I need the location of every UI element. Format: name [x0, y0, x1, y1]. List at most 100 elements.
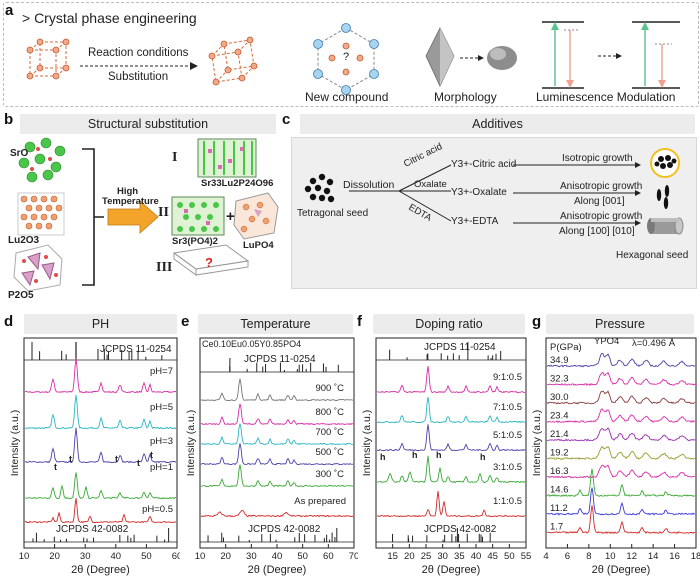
- high-temperature-arrow-icon: [107, 200, 159, 234]
- series-line: [24, 394, 177, 430]
- series-label: 500 ˚C: [315, 447, 344, 458]
- panel-letter-b: b: [4, 111, 14, 128]
- plot-frame: [545, 337, 697, 549]
- series-line: [24, 498, 177, 524]
- tetragonal-seed-label: Tetragonal seed: [297, 208, 369, 219]
- x-tick-label: 30: [437, 551, 448, 562]
- series-label: 7:1:0.5: [493, 402, 522, 413]
- x-tick-label: 50: [297, 551, 308, 562]
- marker-t: t: [54, 462, 57, 472]
- roman-ii: II: [158, 205, 169, 220]
- caption-morphology: Morphology: [434, 90, 497, 104]
- series-label: 800 ˚C: [315, 407, 344, 418]
- product-i-formula: Sr33Lu2P24O96: [201, 178, 274, 189]
- marker-h: h: [380, 452, 386, 462]
- x-axis-label: 2θ (Degree): [422, 564, 481, 576]
- x-tick-label: 18: [691, 551, 700, 562]
- growth-isotropic: Isotropic growth: [562, 153, 633, 164]
- lu2o3-crystal-icon: [17, 192, 65, 236]
- x-tick-label: 55: [521, 551, 532, 562]
- chart-d-svg: 10 20 30 40 50 60 2θ (Degree) Intensity (a.u.) J…: [9, 337, 180, 576]
- product-ii-formula-b: LuPO4: [243, 240, 274, 251]
- p2o5-crystal-icon: [13, 244, 63, 292]
- pressure-label: 23.4: [550, 411, 569, 422]
- y-axis-label: Intensity (a.u.): [9, 410, 21, 477]
- series-line: [200, 423, 354, 446]
- additive-oxalate: Oxalate: [414, 179, 447, 190]
- panel-a-frame: [3, 2, 699, 107]
- plus-sign: +: [226, 208, 235, 225]
- product-ii-crystal-icon: [171, 192, 279, 240]
- series-label: pH=1: [150, 462, 173, 473]
- panel-b-title: Structural substitution: [20, 114, 276, 134]
- pressure-label: 1.7: [550, 522, 563, 533]
- chart-f-svg: 15 20 25 30 35 40 45 50 55 2θ (Degree) Intensity (…: [361, 337, 532, 576]
- temperature-text: Temperature: [102, 196, 159, 207]
- series-label: 1:1:0.5: [493, 496, 522, 507]
- x-tick-label: 10: [19, 551, 30, 562]
- x-tick-label: 35: [454, 551, 465, 562]
- chart-e-title: Temperature: [198, 314, 353, 334]
- series-line: [547, 371, 696, 387]
- pressure-label: 16.3: [550, 466, 569, 477]
- isotropic-particle-icon: [650, 148, 680, 178]
- x-tick-label: 8: [586, 551, 591, 562]
- x-axis-label: 2θ (Degree): [592, 564, 651, 576]
- product-i-crystal-icon: [197, 138, 257, 178]
- series-line: [24, 358, 177, 394]
- x-tick-label: 40: [272, 551, 283, 562]
- complex-edta: Y3+-EDTA: [451, 216, 499, 227]
- marker-t: t: [137, 458, 140, 468]
- roman-iii: III: [156, 260, 173, 275]
- series-label: pH=7: [150, 366, 173, 377]
- panel-letter-c: c: [282, 111, 291, 128]
- series-line: [24, 427, 177, 464]
- complex-oxalate: Y3+-Oxalate: [451, 187, 507, 198]
- series-line: [200, 509, 354, 518]
- panel-c-title: Additives: [300, 114, 695, 134]
- series-line: [546, 487, 696, 516]
- ref-bottom-label: JCPDS 42-0082: [248, 524, 321, 535]
- x-tick-label: 10: [195, 551, 206, 562]
- panel-letter-a: a: [5, 2, 14, 19]
- x-tick-label: 40: [471, 551, 482, 562]
- series-label: pH=3: [150, 436, 173, 447]
- marker-h: h: [480, 452, 486, 462]
- panel-a-title: > Crystal phase engineering: [22, 10, 197, 26]
- pressure-label: 14.6: [550, 485, 569, 496]
- x-tick-label: 45: [487, 551, 498, 562]
- anisotropic-rod-icon: [656, 185, 670, 209]
- composition-label: Ce0.10Eu0.05Y0.85PO4: [202, 339, 301, 349]
- ref-top-label: JCPDS 11-0254: [424, 342, 496, 353]
- series-label: 300 ˚C: [315, 469, 344, 480]
- tetragonal-seed-icon: [304, 173, 335, 203]
- x-tick-label: 30: [246, 551, 257, 562]
- series-label: 5:1:0.5: [493, 430, 522, 441]
- arrow-label-top: Reaction conditions: [88, 47, 189, 59]
- panel-c-scheme: [304, 148, 684, 235]
- hexagonal-seed-label: Hexagonal seed: [616, 250, 689, 261]
- series-line: [200, 403, 354, 426]
- luminescence-icon: [542, 21, 680, 89]
- precursor-lu2o3: Lu2O3: [8, 235, 40, 246]
- along-001: Along [001]: [574, 196, 625, 207]
- series-line: [547, 445, 696, 460]
- precursor-sro: SrO: [10, 148, 29, 159]
- series-line: [200, 443, 354, 466]
- growth-anisotropic-1: Anisotropic growth: [560, 181, 643, 192]
- sro-crystal-icon: [18, 137, 66, 183]
- series-line: [376, 366, 526, 394]
- series-label: 700 ˚C: [315, 427, 344, 438]
- x-tick-label: 50: [141, 551, 152, 562]
- x-axis-label: 2θ (Degree): [71, 564, 130, 576]
- series-label: pH=5: [150, 402, 173, 413]
- x-tick-label: 25: [421, 551, 432, 562]
- series-line: [200, 464, 354, 488]
- series-line: [546, 408, 696, 424]
- plot-frame: [199, 337, 355, 549]
- high-text: High: [117, 186, 139, 197]
- x-tick-label: 20: [49, 551, 60, 562]
- x-tick-label: 6: [565, 551, 570, 562]
- marker-t: t: [115, 454, 118, 464]
- series-label: pH=0.5: [142, 504, 173, 515]
